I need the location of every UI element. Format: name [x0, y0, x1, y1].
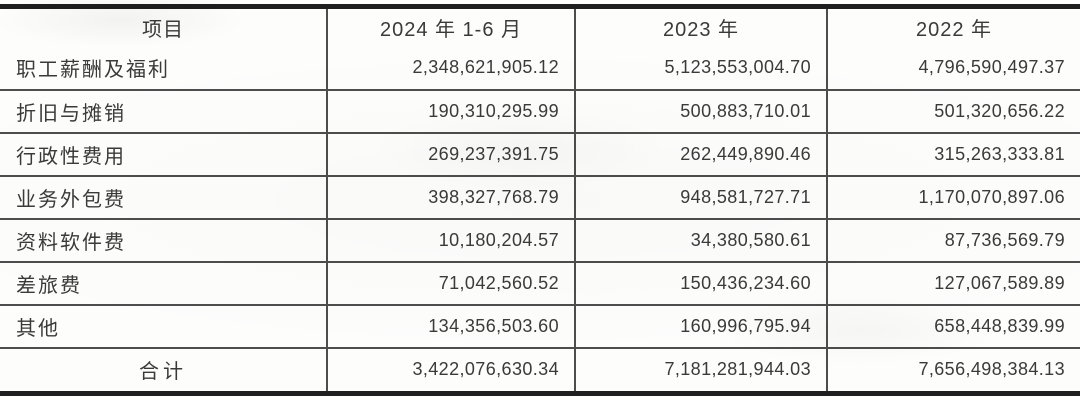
table-row: 差旅费 71,042,560.52 150,436,234.60 127,067… — [0, 261, 1080, 306]
row-value-2023: 500,883,710.01 — [574, 89, 827, 134]
table-row: 其他 134,356,503.60 160,996,795.94 658,448… — [0, 304, 1080, 349]
row-value-2024: 269,237,391.75 — [326, 132, 575, 177]
table-row: 折旧与摊销 190,310,295.99 500,883,710.01 501,… — [0, 89, 1080, 134]
row-item-label: 其他 — [0, 304, 327, 349]
row-value-2023: 34,380,580.61 — [574, 218, 827, 263]
table-row: 资料软件费 10,180,204.57 34,380,580.61 87,736… — [0, 218, 1080, 263]
column-header-item: 项目 — [142, 19, 184, 42]
table-row: 业务外包费 398,327,768.79 948,581,727.71 1,17… — [0, 175, 1080, 220]
row-value-2023: 262,449,890.46 — [574, 132, 827, 177]
row-value-2024: 2,348,621,905.12 — [326, 46, 575, 91]
table-row: 职工薪酬及福利 2,348,621,905.12 5,123,553,004.7… — [0, 46, 1080, 91]
row-value-2022: 4,796,590,497.37 — [826, 46, 1080, 91]
row-value-2022: 315,263,333.81 — [826, 132, 1080, 177]
row-item-label: 差旅费 — [0, 261, 327, 306]
table-row: 行政性费用 269,237,391.75 262,449,890.46 315,… — [0, 132, 1080, 177]
table-header: 项目 2024 年 1-6 月 2023 年 2022 年 — [0, 6, 1080, 47]
row-value-2024: 71,042,560.52 — [326, 261, 575, 306]
row-item-label: 职工薪酬及福利 — [0, 46, 327, 91]
table-total-row: 合计 3,422,076,630.34 7,181,281,944.03 7,6… — [0, 347, 1080, 394]
row-value-2024: 398,327,768.79 — [326, 175, 575, 220]
row-value-2023: 5,123,553,004.70 — [574, 46, 827, 91]
total-label: 合计 — [139, 361, 187, 384]
total-value-2023: 7,181,281,944.03 — [574, 347, 827, 394]
row-value-2023: 160,996,795.94 — [574, 304, 827, 349]
table-body: 职工薪酬及福利 2,348,621,905.12 5,123,553,004.7… — [0, 46, 1080, 394]
row-value-2023: 948,581,727.71 — [574, 175, 827, 220]
column-header-2024: 2024 年 1-6 月 — [326, 6, 575, 47]
total-value-2022: 7,656,498,384.13 — [826, 347, 1080, 394]
row-value-2024: 190,310,295.99 — [326, 89, 575, 134]
column-header-2023: 2023 年 — [574, 6, 827, 47]
row-item-label: 折旧与摊销 — [0, 89, 327, 134]
row-item-label: 资料软件费 — [0, 218, 327, 263]
row-item-label: 业务外包费 — [0, 175, 327, 220]
row-value-2022: 501,320,656.22 — [826, 89, 1080, 134]
row-item-label: 行政性费用 — [0, 132, 327, 177]
row-value-2024: 134,356,503.60 — [326, 304, 575, 349]
row-value-2022: 127,067,589.89 — [826, 261, 1080, 306]
total-value-2024: 3,422,076,630.34 — [326, 347, 575, 394]
expense-table: 项目 2024 年 1-6 月 2023 年 2022 年 职工薪酬及福利 2,… — [0, 4, 1080, 396]
row-value-2024: 10,180,204.57 — [326, 218, 575, 263]
header-row: 项目 2024 年 1-6 月 2023 年 2022 年 — [0, 6, 1080, 47]
row-value-2022: 87,736,569.79 — [826, 218, 1080, 263]
row-value-2022: 658,448,839.99 — [826, 304, 1080, 349]
row-value-2022: 1,170,070,897.06 — [826, 175, 1080, 220]
row-value-2023: 150,436,234.60 — [574, 261, 827, 306]
column-header-2022: 2022 年 — [826, 6, 1080, 47]
